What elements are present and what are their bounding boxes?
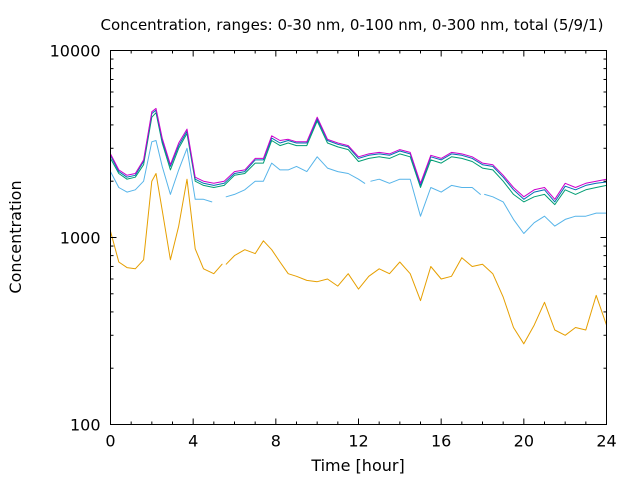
y-tick-label: 10000 bbox=[50, 42, 101, 61]
chart-title: Concentration, ranges: 0-30 nm, 0-100 nm… bbox=[101, 16, 604, 34]
x-tick-label: 16 bbox=[431, 432, 451, 451]
series-layer bbox=[110, 107, 607, 345]
x-tick-label: 12 bbox=[348, 432, 368, 451]
series-line-1 bbox=[110, 173, 607, 345]
plot-frame bbox=[110, 50, 607, 425]
x-tick-label: 4 bbox=[188, 432, 198, 451]
y-tick-label: 1000 bbox=[60, 229, 101, 248]
series-line-3 bbox=[110, 112, 607, 206]
series-line-4 bbox=[110, 109, 607, 203]
x-tick-label: 24 bbox=[596, 432, 616, 451]
tick-layer: 0 4 8 12 16 20 24 100 1000 10000 bbox=[50, 42, 617, 451]
y-tick-label: 100 bbox=[70, 416, 101, 435]
x-tick-label: 0 bbox=[105, 432, 115, 451]
x-axis-label: Time [hour] bbox=[310, 456, 404, 475]
series-line-2 bbox=[110, 140, 607, 234]
y-axis-label: Concentration bbox=[6, 180, 25, 293]
x-tick-label: 8 bbox=[271, 432, 281, 451]
x-tick-label: 20 bbox=[514, 432, 534, 451]
series-line-5 bbox=[110, 107, 607, 200]
